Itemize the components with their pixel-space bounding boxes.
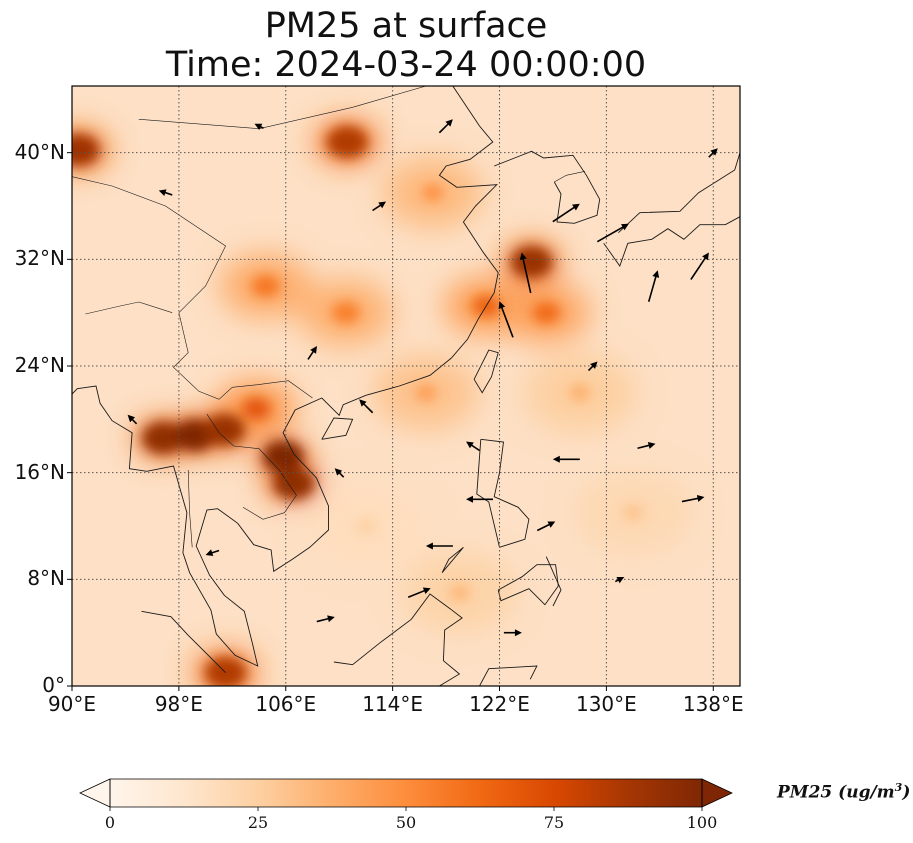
lat-tick-label: 16°N (14, 459, 65, 484)
colorbar-max-extend (701, 778, 733, 808)
wind-arrow (158, 189, 173, 196)
lon-tick-label: 138°E (682, 692, 744, 716)
map-area (67, 85, 741, 691)
coastline (321, 417, 354, 440)
country-border (85, 301, 173, 315)
country-border (206, 413, 297, 520)
pm25-hotspot (204, 656, 247, 686)
wind-arrow (254, 123, 264, 131)
coastline (603, 216, 740, 267)
lon-tick-label: 106°E (255, 692, 317, 716)
coastlines (72, 86, 740, 686)
lon-tick-label: 90°E (47, 692, 97, 716)
wind-arrow (647, 270, 660, 302)
wind-arrow (503, 629, 522, 637)
coastline (497, 564, 559, 606)
map-frame (71, 85, 741, 687)
pm25-hotspot (251, 275, 281, 297)
pm25-hotspot (203, 414, 246, 446)
wind-arrow (407, 587, 431, 598)
wind-arrow (127, 414, 138, 425)
coastline (545, 556, 562, 607)
colorbar-title-name: PM25 (ug/m (777, 782, 895, 803)
wind-arrow (596, 223, 629, 243)
wind-arrow (552, 203, 580, 223)
gridlines (72, 86, 740, 686)
coastline (441, 546, 464, 573)
wind-arrow (205, 549, 220, 557)
wind-arrow (316, 615, 335, 623)
wind-arrow (466, 441, 480, 452)
country-border (72, 176, 226, 313)
coastline (618, 152, 740, 234)
coastline (479, 665, 538, 686)
wind-arrow (425, 542, 453, 550)
pm25-hotspot (569, 384, 591, 401)
colorbar-title: PM25 (ug/m3) (777, 781, 910, 803)
pm25-hotspot (422, 184, 444, 201)
lat-tick-label: 0° (42, 673, 65, 697)
lat-tick-label: 8°N (27, 566, 65, 591)
coastline (141, 610, 226, 674)
lat-tick-label: 32°N (14, 246, 65, 271)
pm25-hotspot (72, 134, 100, 166)
wind-arrow (614, 577, 625, 584)
map-time: Time: 2024-03-24 00:00:00 (165, 45, 647, 85)
pm25-hotspot (326, 126, 369, 158)
country-border (554, 171, 586, 183)
country-border (187, 469, 193, 548)
wind-arrow (307, 345, 318, 360)
colorbar-tick-label: 50 (395, 813, 417, 832)
lon-tick-label: 98°E (154, 692, 203, 716)
wind-arrow (466, 495, 493, 503)
wind-arrow (690, 252, 709, 280)
lon-tick-label: 130°E (575, 692, 637, 716)
coastline (494, 150, 601, 224)
pm25-hotspot (142, 422, 184, 454)
country-border (138, 86, 427, 130)
colorbar-title-exponent: 3 (894, 781, 903, 794)
country-border (173, 312, 313, 400)
pm25-hotspot (622, 504, 644, 521)
axis-ticks (67, 152, 714, 691)
wind-arrow (372, 201, 387, 212)
wind-arrow (681, 494, 705, 503)
colorbar-tick-label: 75 (543, 813, 565, 832)
colorbar (79, 778, 733, 811)
coastline (473, 349, 499, 394)
pm25-hotspot (242, 397, 271, 420)
pm25-hotspot (449, 584, 470, 601)
lat-tick-label: 40°N (14, 139, 65, 164)
colorbar-tick-label: 100 (686, 813, 718, 832)
wind-arrow (536, 521, 556, 532)
wind-arrow (519, 252, 532, 294)
coastline (333, 593, 463, 686)
colorbar-ticks (109, 807, 703, 811)
pm25-hotspot (510, 246, 553, 278)
pm25-hotspot (262, 440, 304, 473)
pm25-hotspot (531, 301, 561, 324)
lat-tick-label: 24°N (14, 353, 65, 377)
lon-tick-label: 122°E (469, 692, 530, 716)
pm25-hotspot (355, 518, 377, 534)
pm25-field (72, 118, 693, 686)
colorbar-tick-label: 0 (104, 813, 116, 832)
map-title: PM25 at surface (264, 6, 548, 46)
coastline (72, 86, 499, 667)
colorbar-title-close: ) (902, 782, 911, 803)
wind-arrow (552, 455, 580, 463)
pm25-hotspot (272, 467, 315, 500)
lon-tick-label: 114°E (362, 692, 424, 716)
colorbar-bar (110, 779, 702, 807)
pm25-hotspot (415, 384, 437, 401)
colorbar-min-extend (79, 778, 111, 808)
pm25-hotspot (331, 301, 361, 324)
colorbar-tick-label: 25 (247, 813, 269, 832)
wind-arrow (498, 301, 514, 338)
wind-arrow (637, 442, 656, 450)
